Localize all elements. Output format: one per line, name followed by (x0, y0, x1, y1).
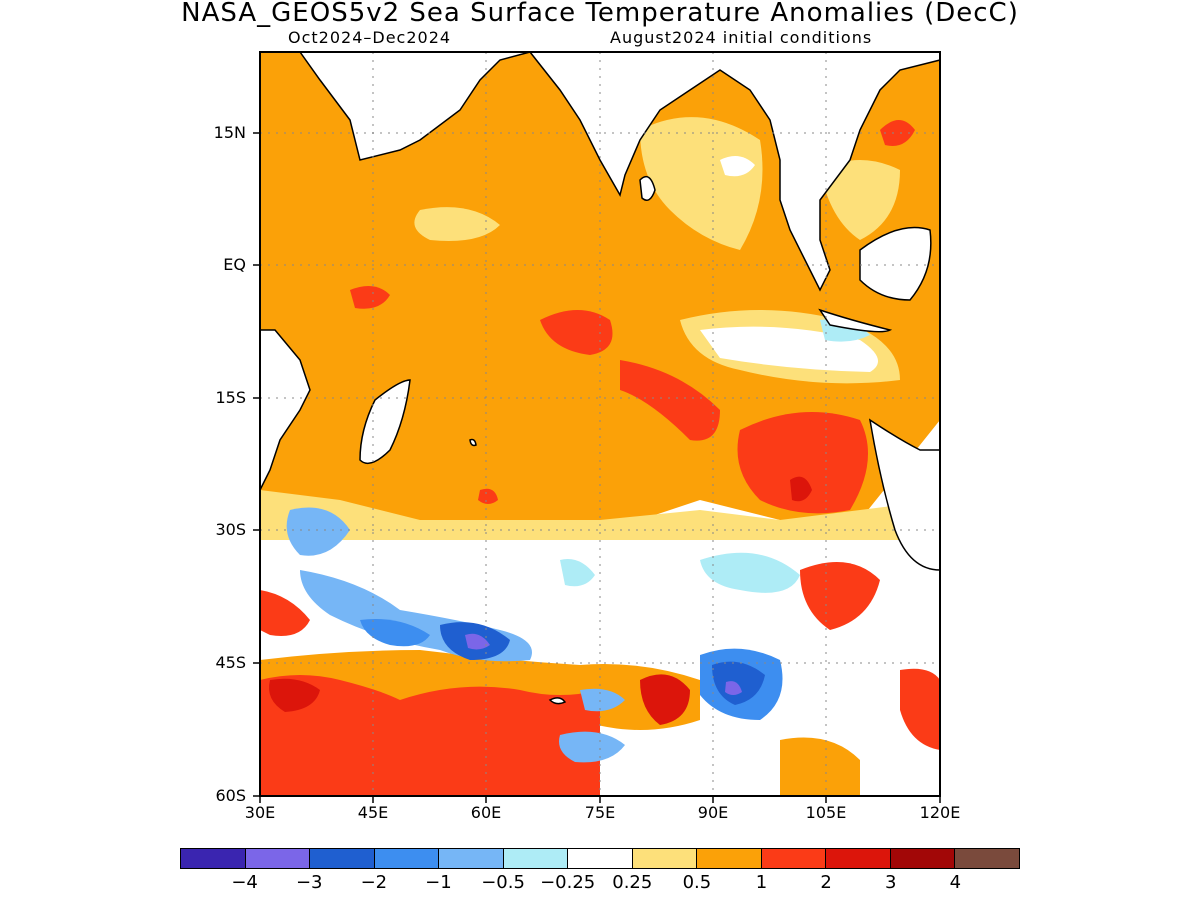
colorbar-bin (955, 849, 1019, 868)
colorbar-label: 0.25 (612, 872, 653, 893)
lon-label-30e: 30E (244, 803, 276, 822)
colorbar-bin (761, 849, 827, 868)
lat-label-15s: 15S (215, 388, 246, 407)
colorbar-bin (374, 849, 440, 868)
colorbar (180, 848, 1020, 869)
initial-conditions: August2024 initial conditions (610, 28, 873, 47)
colorbar-label: 3 (885, 872, 897, 893)
colorbar-label: −0.5 (481, 872, 525, 893)
lon-label-60e: 60E (470, 803, 502, 822)
colorbar-bin (439, 849, 504, 868)
lon-label-120e: 120E (919, 803, 961, 822)
colorbar-bin (503, 849, 569, 868)
colorbar-bin (826, 849, 891, 868)
colorbar-label: 4 (949, 872, 962, 893)
colorbar-label: 2 (820, 872, 832, 893)
lon-label-105e: 105E (805, 803, 847, 822)
lat-label-30s: 30S (215, 520, 246, 539)
axis-ticks (253, 132, 941, 803)
colorbar-label: −0.25 (540, 872, 596, 893)
colorbar-bin (245, 849, 311, 868)
colorbar-label: −3 (295, 872, 323, 893)
coastlines (259, 51, 941, 705)
colorbar-bin (310, 849, 375, 868)
colorbar-label: −1 (425, 872, 452, 893)
lon-label-75e: 75E (584, 803, 616, 822)
colorbar-bin (632, 849, 698, 868)
colorbar-bin (697, 849, 762, 868)
lat-label-15n: 15N (213, 123, 246, 142)
lon-label-45e: 45E (357, 803, 389, 822)
colorbar-bin (181, 849, 246, 868)
graticule (260, 52, 940, 796)
colorbar-bin (568, 849, 633, 868)
colorbar-bin (890, 849, 956, 868)
colorbar-label: −4 (231, 872, 258, 893)
colorbar-label: 1 (755, 872, 768, 893)
colorbar-label: −2 (360, 872, 388, 893)
colorbar-label: 0.5 (682, 872, 712, 893)
map-title: NASA_GEOS5v2 Sea Surface Temperature Ano… (181, 0, 1019, 28)
lon-label-90e: 90E (697, 803, 729, 822)
forecast-period: Oct2024–Dec2024 (288, 28, 452, 47)
lat-label-45s: 45S (215, 653, 246, 672)
lat-label-60s: 60S (215, 786, 246, 805)
lat-label-eq: EQ (223, 255, 246, 274)
